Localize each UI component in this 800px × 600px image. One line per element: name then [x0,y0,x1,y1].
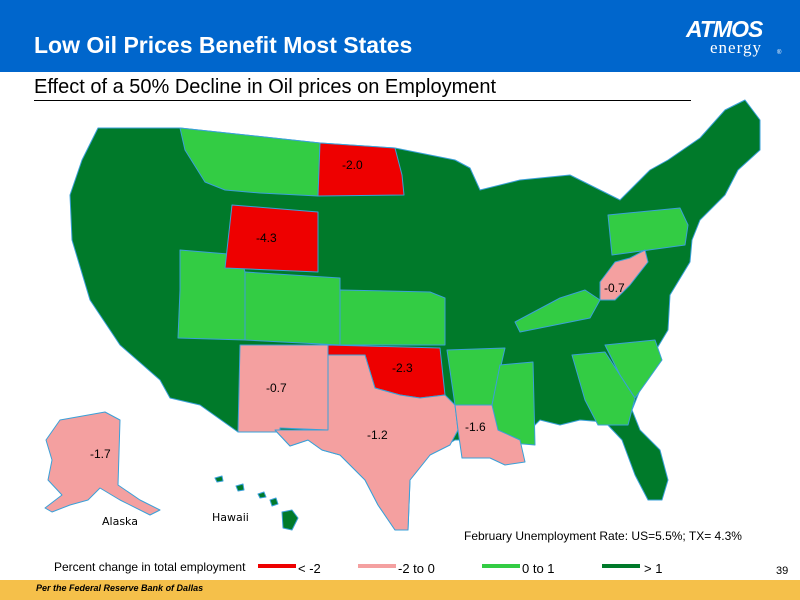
slide-subtitle: Effect of a 50% Decline in Oil prices on… [34,76,497,98]
logo-registered-mark: ® [777,50,782,56]
state-georgia [571,351,636,426]
legend-swatch-pink [358,564,396,568]
label-north-dakota: -2.0 [342,158,363,172]
legend-title: Percent change in total employment [54,560,246,574]
legend-swatch-dark-green [602,564,640,568]
logo-sub-text: energy [710,38,762,57]
state-kansas [339,289,446,346]
label-west-virginia: -0.7 [604,281,625,295]
legend-label-pink: -2 to 0 [398,561,435,576]
state-west-virginia [599,249,649,301]
label-oklahoma: -2.3 [392,361,413,375]
label-wyoming: -4.3 [256,231,277,245]
state-kentucky [514,289,601,333]
unemployment-note: February Unemployment Rate: US=5.5%; TX=… [464,529,742,543]
logo-main-text: ATMOS [686,16,763,42]
state-colorado [244,271,341,346]
state-texas [274,354,459,531]
state-louisiana [454,404,526,466]
slide-title: Low Oil Prices Benefit Most States [34,32,413,58]
state-north-dakota [317,142,405,197]
legend-label-dark-green: > 1 [644,561,663,576]
page-number: 39 [776,565,789,577]
label-texas: -1.2 [367,428,388,442]
alaska-name: Alaska [102,515,138,528]
state-pennsylvania [607,207,689,256]
subtitle-underline [34,100,691,101]
label-alaska: -1.7 [90,447,111,461]
label-new-mexico: -0.7 [266,381,287,395]
legend-swatch-red [258,564,296,568]
legend-swatch-light-green [482,564,520,568]
legend-label-red: < -2 [298,561,321,576]
atmos-energy-logo: ATMOS energy ® [686,16,786,62]
state-wyoming [224,204,319,273]
title-banner: Low Oil Prices Benefit Most States ATMOS… [0,0,800,72]
state-south-carolina [604,339,663,399]
state-hawaii [214,475,299,531]
hawaii-name: Hawaii [212,511,249,524]
footer-bar: Per the Federal Reserve Bank of Dallas [0,580,800,600]
state-new-mexico [237,344,329,433]
state-alaska [44,411,161,516]
legend-label-light-green: 0 to 1 [522,561,555,576]
footer-source-text: Per the Federal Reserve Bank of Dallas [36,583,204,593]
label-louisiana: -1.6 [465,420,486,434]
